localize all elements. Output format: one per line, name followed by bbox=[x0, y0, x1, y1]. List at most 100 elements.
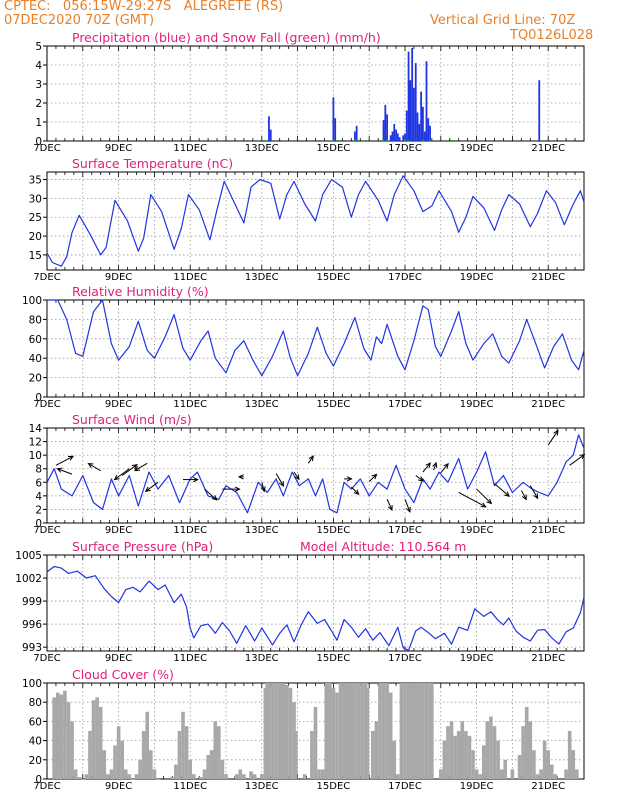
x-tick-label: 13DEC bbox=[245, 399, 279, 410]
cloud-bar bbox=[288, 687, 293, 779]
wind-arrow bbox=[440, 462, 449, 474]
x-tick-label: 11DEC bbox=[173, 653, 207, 664]
cloud-bar bbox=[421, 683, 425, 779]
precip-bar bbox=[429, 125, 431, 141]
wind-arrow bbox=[307, 455, 314, 464]
x-tick-label: 9DEC bbox=[105, 781, 132, 792]
panel-title: Relative Humidity (%) bbox=[72, 284, 209, 299]
y-tick-label: 40 bbox=[29, 736, 42, 748]
x-tick-label: 15DEC bbox=[317, 781, 351, 792]
precip-bar bbox=[355, 125, 358, 141]
wind-arrow bbox=[204, 488, 218, 501]
precip-bar bbox=[332, 97, 335, 141]
cloud-bar bbox=[345, 683, 350, 779]
cloud-bar bbox=[424, 683, 429, 779]
x-tick-label: 9DEC bbox=[105, 399, 132, 410]
y-tick-label: 20 bbox=[29, 231, 42, 243]
cloud-bar bbox=[127, 774, 132, 779]
precip-bar bbox=[398, 137, 401, 141]
snow-bar bbox=[472, 140, 474, 141]
cloud-bar bbox=[252, 774, 257, 779]
cloud-bar bbox=[453, 735, 457, 779]
y-tick-label: 993 bbox=[22, 642, 42, 654]
wind-arrow bbox=[344, 476, 353, 482]
cloud-bar bbox=[360, 683, 364, 779]
precip-bar bbox=[411, 47, 414, 141]
wind-arrow bbox=[133, 462, 148, 472]
cloud-bar bbox=[503, 759, 508, 779]
cloud-bar bbox=[331, 687, 336, 779]
cloud-bar bbox=[564, 769, 568, 779]
wind-arrow bbox=[237, 474, 244, 480]
x-tick-label: 21DEC bbox=[531, 653, 565, 664]
cloud-bar bbox=[95, 697, 99, 779]
cloud-bar bbox=[149, 750, 153, 779]
cloud-bar bbox=[55, 692, 60, 779]
x-tick-label: 17DEC bbox=[388, 525, 422, 536]
cloud-bar bbox=[141, 731, 146, 779]
cloud-bar bbox=[184, 726, 189, 779]
x-tick-label: 17DEC bbox=[388, 143, 422, 154]
cloud-bar bbox=[485, 721, 490, 779]
snow-bar bbox=[422, 140, 424, 141]
cloud-bar bbox=[281, 683, 286, 779]
y-tick-label: 3 bbox=[35, 79, 42, 91]
y-tick-label: 996 bbox=[22, 619, 42, 631]
station-header: CPTEC: 056:15W-29:27S ALEGRETE (RS) bbox=[4, 0, 284, 14]
y-tick-label: 4 bbox=[35, 491, 42, 503]
cloud-bar bbox=[98, 707, 103, 779]
cloud-bar bbox=[517, 755, 522, 779]
grid-note: Vertical Grid Line: 70Z bbox=[430, 13, 576, 28]
precip-bar bbox=[402, 135, 405, 141]
cloud-bar bbox=[399, 683, 404, 779]
cloud-bar bbox=[442, 740, 447, 779]
wind-arrow bbox=[529, 485, 539, 500]
wind-arrow bbox=[55, 455, 75, 466]
snow-bar bbox=[429, 140, 431, 141]
precip-bar bbox=[393, 123, 396, 141]
x-tick-label: 11DEC bbox=[173, 525, 207, 536]
cloud-bar bbox=[113, 745, 117, 779]
snow-bar bbox=[447, 140, 449, 141]
y-tick-label: 80 bbox=[29, 697, 42, 709]
y-tick-label: 40 bbox=[29, 353, 42, 365]
cloud-bar bbox=[220, 759, 225, 779]
x-tick-label: 19DEC bbox=[460, 143, 494, 154]
y-tick-label: 30 bbox=[29, 193, 42, 205]
wind-arrow bbox=[494, 483, 511, 497]
y-tick-label: 2 bbox=[35, 98, 42, 110]
x-tick-label: 21DEC bbox=[531, 143, 565, 154]
x-tick-label: 7DEC bbox=[33, 653, 60, 664]
panel-title: Precipitation (blue) and Snow Fall (gree… bbox=[72, 30, 381, 45]
x-tick-label: 17DEC bbox=[388, 781, 422, 792]
y-tick-label: 20 bbox=[29, 755, 42, 767]
cloud-bar bbox=[524, 707, 529, 779]
panel-subtitle: Model Altitude: 110.564 m bbox=[300, 539, 466, 554]
wind-arrow bbox=[113, 468, 130, 481]
x-tick-label: 7DEC bbox=[33, 781, 60, 792]
precip-bar bbox=[382, 120, 385, 141]
precip-bar bbox=[407, 51, 410, 142]
cloud-bar bbox=[145, 711, 150, 779]
cloud-bar bbox=[456, 731, 461, 779]
series-line bbox=[47, 299, 585, 377]
cloud-bar bbox=[285, 684, 289, 779]
cloud-bar bbox=[349, 683, 354, 779]
cloud-bar bbox=[131, 779, 135, 780]
cloud-bar bbox=[575, 769, 579, 779]
wind-arrow bbox=[404, 499, 411, 513]
cloud-bar bbox=[324, 683, 329, 779]
cloud-bar bbox=[302, 774, 307, 779]
precip-bar bbox=[389, 135, 392, 141]
wind-arrow bbox=[458, 492, 487, 508]
cloud-bar bbox=[202, 769, 207, 779]
cloud-bar bbox=[338, 683, 343, 779]
cloud-bar bbox=[539, 769, 543, 779]
precip-bar bbox=[409, 80, 412, 141]
wind-arrow bbox=[275, 473, 285, 488]
wind-arrow bbox=[293, 471, 300, 481]
x-tick-label: 17DEC bbox=[388, 272, 422, 283]
panel-6: 0 20 40 60 80 100 7DEC 9DEC 11DEC 13DEC 15DEC 17DEC… bbox=[22, 667, 585, 792]
snow-bar bbox=[404, 140, 406, 141]
x-tick-label: 19DEC bbox=[460, 399, 494, 410]
